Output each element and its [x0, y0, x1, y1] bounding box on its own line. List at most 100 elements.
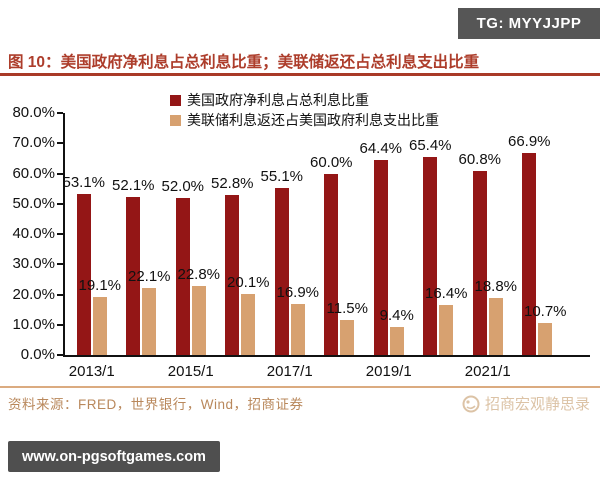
- bar-government-net-interest: 52.0%: [161, 178, 204, 355]
- bar-value-label: 65.4%: [408, 137, 452, 155]
- y-axis-tick-mark: [57, 263, 63, 266]
- bar-chart-plot-area: 53.1% 19.1% 2013/1 52.1% 22.1% 52.0% 22.8% 2015…: [57, 112, 590, 380]
- bar-group: 60.0% 11.5%: [310, 113, 368, 355]
- footer-row: 资料来源：FRED，世界银行，Wind，招商证券 招商宏观静思录: [8, 393, 590, 414]
- bar-fed-remittance: 9.4%: [380, 307, 414, 355]
- bar-group: 64.4% 9.4% 2019/1: [359, 113, 414, 380]
- source-list: FRED，世界银行，Wind，招商证券: [78, 397, 304, 412]
- figure-title-text: 美国政府净利息占总利息比重；美联储返还占总利息支出比重: [60, 54, 480, 71]
- y-axis-tick-label: 40.0%: [12, 225, 55, 242]
- y-axis-tick-mark: [57, 323, 63, 326]
- bar-fed-remittance: 16.9%: [276, 284, 319, 355]
- y-axis-tick-mark: [57, 354, 63, 356]
- bar-fed-remittance: 16.4%: [425, 285, 468, 355]
- source-note: 资料来源：FRED，世界银行，Wind，招商证券: [8, 393, 304, 413]
- bar-value-label: 22.1%: [127, 268, 171, 286]
- bar-value-label: 60.8%: [458, 151, 502, 169]
- footer-divider: [0, 386, 600, 388]
- title-underline: [0, 73, 600, 76]
- y-axis-tick-label: 70.0%: [12, 134, 55, 152]
- y-axis-tick-label: 20.0%: [12, 285, 55, 303]
- x-axis-tick-label: 2021/1: [464, 363, 511, 380]
- bar-government-net-interest: 65.4%: [409, 137, 452, 355]
- bar-government-net-interest: 66.9%: [508, 133, 551, 355]
- bar-fed-remittance: 19.1%: [78, 277, 121, 355]
- bar-value-label: 64.4%: [359, 140, 403, 158]
- bar-government-net-interest: 52.8%: [211, 175, 254, 355]
- bar-value-label: 9.4%: [379, 306, 414, 324]
- legend-swatch-tan: [170, 114, 181, 126]
- bar-group: 60.8% 18.8% 2021/1: [458, 113, 517, 380]
- bar-value-label: 66.9%: [507, 132, 551, 150]
- y-axis-tick-mark: [57, 202, 63, 205]
- bar-fed-remittance: 11.5%: [327, 300, 368, 355]
- x-axis-tick-label: 2019/1: [365, 363, 412, 380]
- bar-value-label: 10.7%: [523, 302, 567, 320]
- y-axis-tick-label: 60.0%: [12, 164, 55, 182]
- bar-value-label: 11.5%: [326, 300, 368, 318]
- y-axis-tick-label: 0.0%: [20, 346, 55, 363]
- x-axis-tick-label: 2017/1: [266, 363, 313, 380]
- legend-item-fed-remittances: 美联储利息返还占美国政府利息支出比重: [170, 110, 439, 130]
- website-badge-text: www.on-pgsoftgames.com: [22, 448, 206, 465]
- bar-government-net-interest: 52.1%: [112, 177, 155, 355]
- bar-fed-remittance: 20.1%: [227, 274, 270, 355]
- legend-swatch-dark-red: [170, 94, 181, 106]
- y-axis-labels: 0.0% 10.0% 20.0% 30.0% 40.0% 50.0% 60.0% 70.0% 8…: [0, 104, 55, 363]
- bar-fed-remittance: 22.1%: [128, 268, 171, 355]
- bar-group: 52.8% 20.1%: [211, 113, 270, 355]
- bar-value-label: 60.0%: [309, 153, 353, 171]
- y-axis-tick-label: 30.0%: [12, 255, 55, 273]
- y-axis-tick-mark: [57, 172, 63, 175]
- bar-value-label: 52.0%: [161, 177, 205, 195]
- bar-government-net-interest: 53.1%: [62, 174, 105, 355]
- x-axis-tick-label: 2015/1: [167, 363, 214, 380]
- bar-group: 52.0% 22.8% 2015/1: [161, 113, 220, 380]
- legend-label: 美国政府净利息占总利息比重: [187, 92, 369, 108]
- bar-value-label: 20.1%: [226, 274, 270, 292]
- bar-government-net-interest: 64.4%: [359, 140, 402, 355]
- watermark-text: 招商宏观静思录: [484, 396, 590, 413]
- x-axis-tick-label: 2013/1: [68, 363, 115, 380]
- bar-group: 66.9% 10.7%: [508, 113, 567, 355]
- figure-number-label: 图 10：: [8, 54, 61, 71]
- bar-fed-remittance: 10.7%: [524, 303, 567, 355]
- bar-government-net-interest: 55.1%: [260, 168, 303, 355]
- legend-label: 美联储利息返还占美国政府利息支出比重: [187, 112, 439, 128]
- y-axis-tick-mark: [57, 233, 63, 235]
- bar-value-label: 16.4%: [424, 285, 468, 303]
- y-axis-tick-mark: [57, 112, 63, 114]
- bar-group: 65.4% 16.4%: [409, 113, 468, 355]
- source-label: 资料来源：: [8, 397, 78, 412]
- bar-value-label: 53.1%: [62, 174, 106, 192]
- bar-value-label: 55.1%: [260, 168, 304, 186]
- bar-fed-remittance: 22.8%: [177, 266, 220, 355]
- bar-value-label: 52.8%: [210, 175, 254, 193]
- bar-value-label: 22.8%: [177, 266, 221, 284]
- website-badge: www.on-pgsoftgames.com: [8, 441, 220, 472]
- y-axis-tick-mark: [57, 142, 63, 145]
- watermark: 招商宏观静思录: [461, 393, 590, 414]
- bar-value-label: 16.9%: [276, 283, 320, 301]
- bar-group: 53.1% 19.1% 2013/1: [62, 113, 121, 380]
- figure-title: 图 10：美国政府净利息占总利息比重；美联储返还占总利息支出比重: [8, 50, 596, 72]
- legend-item-government-net-interest: 美国政府净利息占总利息比重: [170, 90, 439, 110]
- y-axis-tick-label: 80.0%: [12, 104, 55, 121]
- telegram-badge: TG: MYYJJPP: [458, 8, 600, 39]
- watermark-logo-icon: [462, 395, 480, 412]
- bars-row: 53.1% 19.1% 2013/1 52.1% 22.1% 52.0% 22.8% 2015…: [62, 113, 567, 380]
- y-axis-tick-label: 50.0%: [12, 194, 55, 212]
- y-axis-tick-mark: [57, 293, 63, 296]
- bar-government-net-interest: 60.0%: [310, 154, 353, 355]
- chart-legend: 美国政府净利息占总利息比重 美联储利息返还占美国政府利息支出比重: [170, 90, 439, 130]
- bar-group: 55.1% 16.9% 2017/1: [260, 113, 319, 380]
- bar-government-net-interest: 60.8%: [458, 151, 501, 355]
- bar-value-label: 18.8%: [474, 278, 518, 296]
- telegram-badge-text: TG: MYYJJPP: [476, 15, 582, 32]
- bar-fed-remittance: 18.8%: [474, 278, 517, 355]
- bar-value-label: 52.1%: [111, 177, 155, 195]
- bar-value-label: 19.1%: [78, 277, 122, 295]
- y-axis-tick-label: 10.0%: [12, 315, 55, 333]
- bar-group: 52.1% 22.1%: [112, 113, 171, 355]
